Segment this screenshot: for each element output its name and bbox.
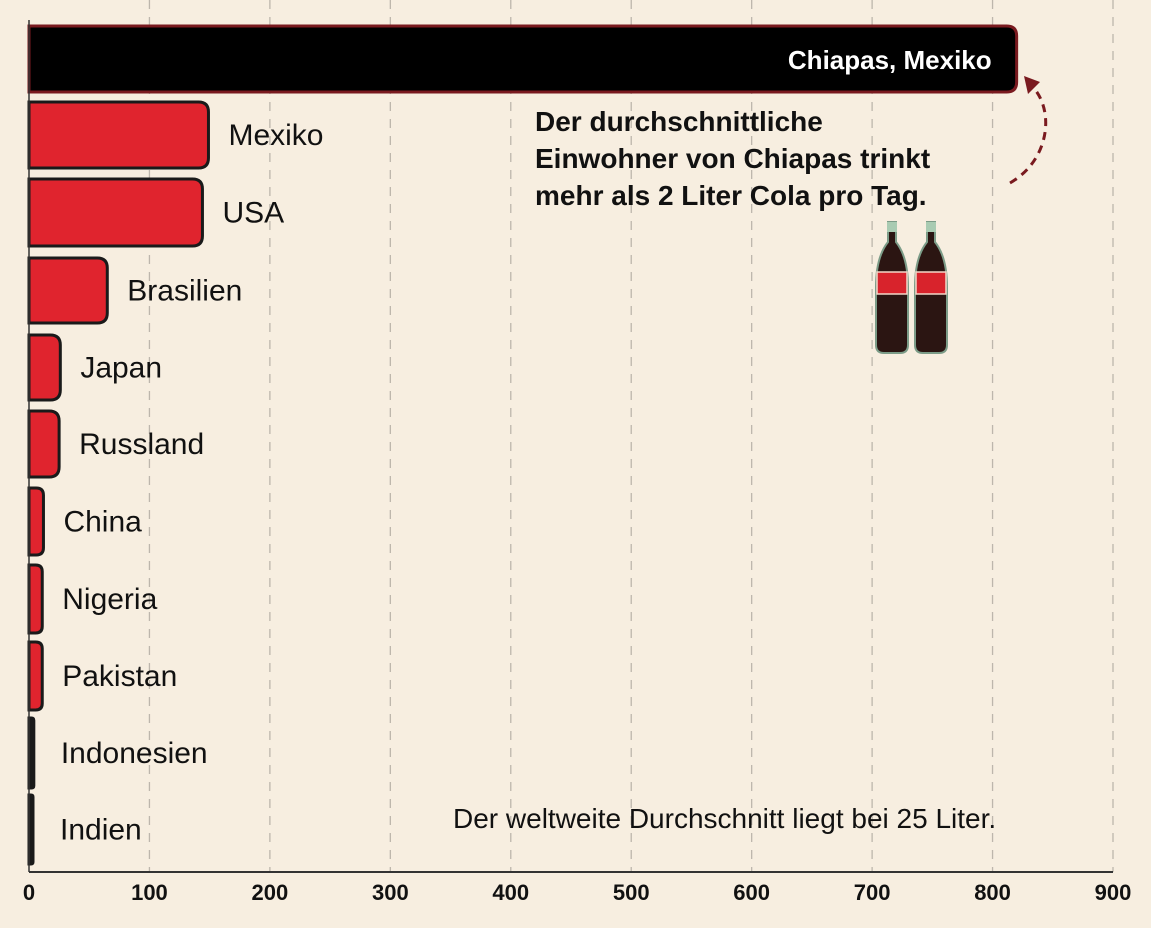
annotation: Der durchschnittliche Einwohner von Chia… — [535, 106, 930, 211]
bar-label: Indien — [60, 814, 142, 847]
bar — [27, 793, 35, 866]
bottle-neck — [926, 222, 936, 232]
x-tick-label: 400 — [492, 880, 529, 905]
bottle-neck — [887, 222, 897, 232]
x-tick-label: 900 — [1095, 880, 1132, 905]
x-tick-label: 500 — [613, 880, 650, 905]
bottle-label — [876, 271, 908, 295]
x-tick-label: 700 — [854, 880, 891, 905]
cola-bottle-icon — [875, 221, 909, 354]
bar-label: Brasilien — [127, 275, 242, 308]
bar — [27, 409, 61, 479]
bar-label: Russland — [79, 428, 204, 461]
bar — [27, 563, 44, 635]
bar-label: USA — [222, 197, 284, 230]
x-tick-label: 300 — [372, 880, 409, 905]
x-tick-label: 800 — [974, 880, 1011, 905]
bar — [27, 333, 62, 402]
x-tick-label: 600 — [733, 880, 770, 905]
bar — [27, 24, 1019, 94]
x-tick-label: 200 — [252, 880, 289, 905]
bar — [27, 640, 44, 712]
bar-label: Chiapas, Mexiko — [788, 45, 992, 75]
bar-label: Pakistan — [62, 660, 177, 693]
bar — [27, 177, 204, 248]
bar — [27, 256, 109, 325]
dashed-curved-arrow-icon — [1009, 76, 1048, 185]
bar — [27, 100, 210, 170]
bar-label: Japan — [80, 352, 162, 385]
annotation-line: Einwohner von Chiapas trinkt — [535, 143, 930, 174]
cola-bottle-icon — [914, 221, 948, 354]
bar-label: Nigeria — [62, 583, 157, 616]
bottle-label — [915, 271, 947, 295]
annotation-line: mehr als 2 Liter Cola pro Tag. — [535, 180, 927, 211]
bar-label: China — [63, 506, 142, 539]
bar — [27, 716, 36, 790]
x-tick-label: 100 — [131, 880, 168, 905]
bar-label: Mexiko — [228, 119, 323, 152]
bar-label: Indonesien — [61, 737, 208, 770]
annotation-line: Der durchschnittliche — [535, 106, 823, 137]
bar — [27, 486, 45, 557]
footnote: Der weltweite Durchschnitt liegt bei 25 … — [453, 803, 996, 834]
x-tick-label: 0 — [23, 880, 35, 905]
